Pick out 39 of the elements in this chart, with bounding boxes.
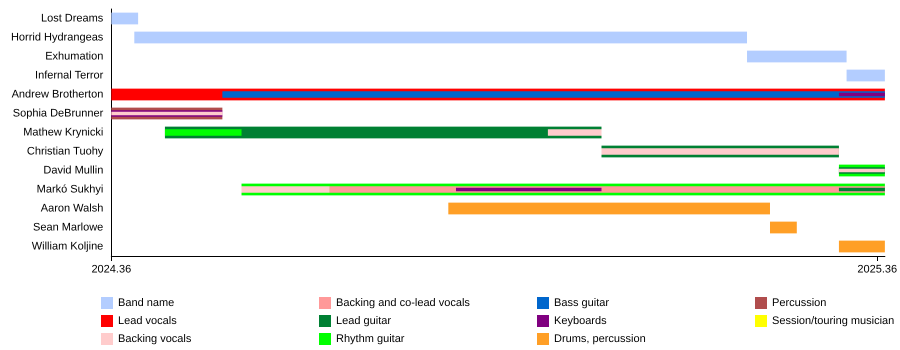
bar xyxy=(448,202,770,214)
y-tick-label: Christian Tuohy xyxy=(26,146,104,158)
legend-label: Keyboards xyxy=(554,315,608,327)
legend-label: Rhythm guitar xyxy=(336,333,405,345)
x-tick-label: 2024.36 xyxy=(91,264,132,276)
y-tick-label: Mathew Krynicki xyxy=(23,126,104,138)
y-tick-label: Exhumation xyxy=(45,50,104,62)
y-tick-label: Sophia DeBrunner xyxy=(12,108,104,120)
legend-label: Drums, percussion xyxy=(554,333,646,345)
legend-label: Session/touring musician xyxy=(772,315,894,327)
bar xyxy=(134,32,748,44)
bar xyxy=(111,12,138,24)
bar xyxy=(838,92,885,96)
bar xyxy=(548,129,602,136)
legend-label: Lead vocals xyxy=(118,315,178,327)
y-tick-label: Horrid Hydrangeas xyxy=(10,32,104,44)
bar xyxy=(846,70,885,82)
bar xyxy=(222,91,885,98)
bar xyxy=(601,148,839,155)
y-tick-label: Lost Dreams xyxy=(40,12,104,24)
legend-label: Band name xyxy=(118,297,174,309)
y-tick-label: Sean Marlowe xyxy=(32,222,104,234)
legend-label: Lead guitar xyxy=(336,315,392,327)
legend-label: Bass guitar xyxy=(554,297,610,309)
bar xyxy=(747,50,847,62)
legend-label: Backing vocals xyxy=(118,333,192,345)
legend-label: Backing and co-lead vocals xyxy=(336,297,470,309)
y-tick-label: Andrew Brotherton xyxy=(12,88,104,100)
legend-label: Percussion xyxy=(772,297,826,309)
bar xyxy=(770,222,797,234)
x-tick-label: 2025.36 xyxy=(857,264,898,276)
y-tick-label: Markó Sukhyi xyxy=(36,184,104,196)
bar xyxy=(838,240,885,252)
bar xyxy=(456,188,602,192)
y-tick-label: Aaron Walsh xyxy=(40,202,104,214)
y-tick-label: David Mullin xyxy=(43,164,104,176)
y-tick-label: Infernal Terror xyxy=(35,70,104,82)
y-tick-label: William Koljine xyxy=(32,240,104,252)
bar xyxy=(242,186,330,193)
